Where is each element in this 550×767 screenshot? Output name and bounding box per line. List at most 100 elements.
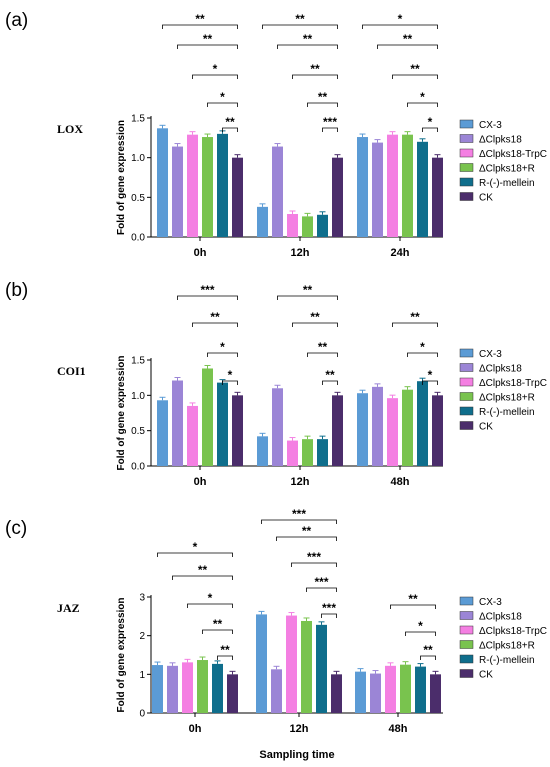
significance-bracket xyxy=(392,322,438,327)
legend-swatch xyxy=(459,392,474,401)
legend-swatch xyxy=(459,611,474,620)
chart-panel: (c)JAZ Fold of gene expression01230h*****… xyxy=(5,507,547,761)
legend-label: ΔClpks18-TrpC xyxy=(479,626,547,637)
significance-bracket xyxy=(177,295,238,300)
bar xyxy=(415,666,426,713)
bar xyxy=(272,146,283,237)
significance-label: *** xyxy=(314,575,328,589)
significance-bracket xyxy=(292,74,338,79)
significance-bracket xyxy=(420,655,436,660)
bar xyxy=(302,216,313,237)
bar xyxy=(355,671,366,713)
bar xyxy=(317,214,328,237)
legend-swatch xyxy=(459,654,474,664)
significance-label: *** xyxy=(292,507,306,521)
y-tick-label: 1.5 xyxy=(131,114,145,125)
bar xyxy=(332,157,343,237)
bar xyxy=(272,388,283,466)
significance-label: * xyxy=(228,368,233,382)
significance-bracket xyxy=(157,552,233,557)
bar xyxy=(257,206,268,237)
bar xyxy=(257,436,268,466)
significance-bracket xyxy=(291,562,337,567)
gene-label: LOX xyxy=(57,122,83,136)
significance-bracket xyxy=(277,295,338,300)
panel-letter: (b) xyxy=(5,280,28,301)
y-tick-label: 0.5 xyxy=(131,193,145,204)
significance-label: *** xyxy=(322,601,336,615)
bar xyxy=(417,141,428,237)
significance-label: ** xyxy=(295,12,305,26)
legend-swatch xyxy=(459,625,474,635)
chart-panel: (b) COI1 Fold of gene expression 0.0 0.5 1.0 1… xyxy=(5,280,547,488)
x-tick-label: 0h xyxy=(189,723,202,735)
bar xyxy=(157,128,168,237)
y-tick-label: 0.0 xyxy=(131,233,145,244)
bar xyxy=(232,395,243,466)
gene-label: COI1 xyxy=(57,364,86,378)
legend-label: R-(-)-mellein xyxy=(479,655,535,666)
bar xyxy=(301,620,312,713)
significance-label: *** xyxy=(323,115,337,129)
legend-label: ΔClpks18-TrpC xyxy=(479,378,547,389)
significance-label: ** xyxy=(423,643,433,657)
significance-bracket xyxy=(202,629,233,634)
bar xyxy=(316,624,327,713)
significance-bracket xyxy=(207,352,238,357)
significance-bracket xyxy=(192,74,238,79)
significance-label: ** xyxy=(210,310,220,324)
x-axis-label: Sampling time xyxy=(259,749,334,761)
legend-label: CX-3 xyxy=(479,120,502,131)
significance-bracket xyxy=(407,352,438,357)
significance-label: ** xyxy=(220,643,230,657)
legend-swatch xyxy=(459,363,474,372)
bar xyxy=(385,665,396,713)
y-tick-label: 1.5 xyxy=(131,356,145,367)
bar xyxy=(232,157,243,237)
bar xyxy=(432,395,443,466)
significance-label: ** xyxy=(302,524,312,538)
bar xyxy=(187,405,198,466)
bar xyxy=(286,615,297,713)
significance-label: ** xyxy=(225,115,235,129)
significance-label: ** xyxy=(310,62,320,76)
legend-swatch xyxy=(459,640,474,649)
bar xyxy=(332,395,343,466)
bar xyxy=(417,381,428,466)
legend-swatch xyxy=(459,406,474,416)
significance-label: ** xyxy=(408,592,418,606)
legend-label: CK xyxy=(479,422,493,433)
significance-bracket xyxy=(276,536,337,541)
bar xyxy=(357,137,368,237)
significance-label: * xyxy=(420,90,425,104)
legend-label: ΔClpks18 xyxy=(479,612,522,623)
x-tick-label: 12h xyxy=(291,247,310,259)
significance-label: ** xyxy=(213,617,223,631)
significance-bracket xyxy=(407,102,438,107)
significance-bracket xyxy=(277,44,338,49)
bar xyxy=(202,137,213,237)
legend-label: CX-3 xyxy=(479,597,502,608)
significance-label: ** xyxy=(325,368,335,382)
bar xyxy=(302,439,313,466)
legend-label: ΔClpks18 xyxy=(479,364,522,375)
bar xyxy=(217,382,228,466)
legend-swatch xyxy=(459,134,474,143)
significance-label: ** xyxy=(198,563,208,577)
panel-letter: (c) xyxy=(5,518,27,539)
significance-label: ** xyxy=(303,283,313,297)
x-tick-label: 0h xyxy=(194,476,207,488)
bar xyxy=(217,133,228,237)
bar xyxy=(387,398,398,466)
significance-label: * xyxy=(428,115,433,129)
significance-bracket xyxy=(192,322,238,327)
chart-panel: (a) LOX Fold of gene expression 0.0 0.5 1.0 1.… xyxy=(5,10,547,259)
bar xyxy=(370,673,381,713)
bar xyxy=(287,440,298,466)
bar xyxy=(372,142,383,237)
significance-label: * xyxy=(428,368,433,382)
x-tick-label: 48h xyxy=(391,476,410,488)
significance-bracket xyxy=(261,519,337,524)
significance-label: ** xyxy=(403,32,413,46)
